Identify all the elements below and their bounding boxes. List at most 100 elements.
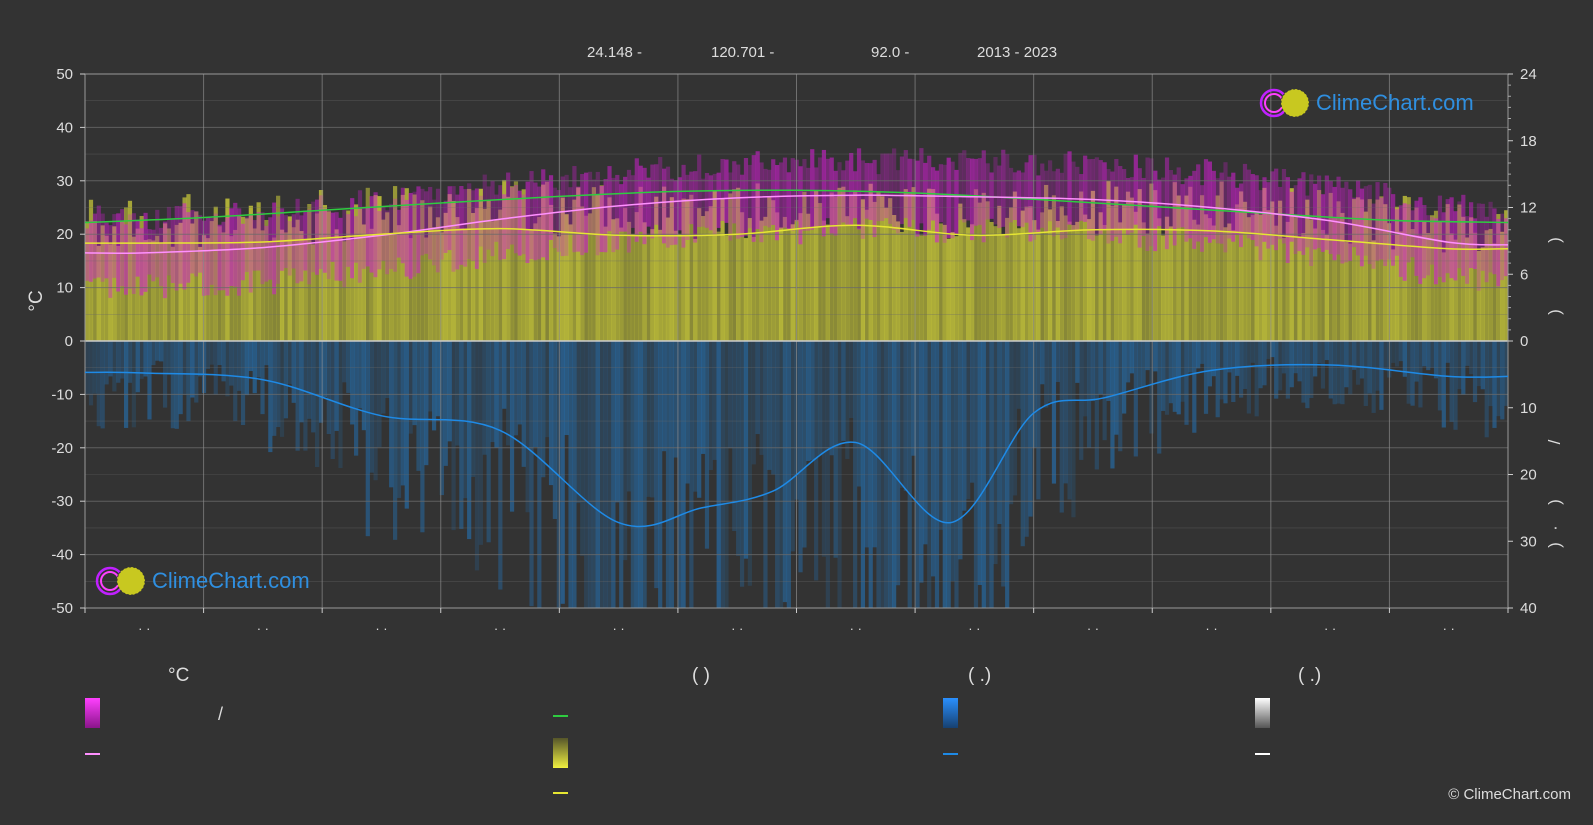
sunshine-daily-bar — [615, 218, 620, 341]
precip-daily-bar — [864, 341, 869, 548]
temp-range-daily-bar — [1067, 151, 1072, 225]
temp-range-daily-bar — [120, 209, 125, 287]
sunshine-daily-bar — [326, 211, 331, 341]
sunshine-daily-bar — [252, 228, 257, 341]
precip-daily-bar — [962, 341, 967, 511]
temp-range-daily-bar — [1340, 187, 1345, 264]
temp-range-daily-bar — [806, 167, 811, 231]
sunshine-daily-bar — [1071, 225, 1076, 341]
sunshine-daily-bar — [291, 227, 296, 341]
temp-range-daily-bar — [669, 178, 674, 246]
precip-daily-bar — [895, 341, 901, 586]
precip-daily-bar — [1274, 341, 1279, 399]
temp-range-daily-bar — [357, 190, 363, 283]
sunshine-daily-bar — [521, 189, 526, 341]
precip-daily-bar — [1336, 341, 1341, 404]
temp-range-daily-bar — [938, 164, 943, 223]
precip-daily-bar — [1504, 341, 1509, 406]
sunshine-daily-bar — [248, 205, 253, 341]
sunshine-daily-bar — [642, 222, 647, 341]
temp-range-daily-bar — [661, 168, 667, 244]
sunshine-daily-bar — [724, 235, 729, 341]
temp-range-daily-bar — [283, 215, 289, 269]
precip-daily-bar — [1200, 341, 1205, 364]
precip-daily-bar — [509, 341, 515, 512]
temp-range-daily-bar — [311, 201, 316, 273]
sunshine-daily-bar — [1075, 221, 1080, 341]
sunshine-daily-bar — [1110, 205, 1115, 341]
temp-range-daily-bar — [1348, 189, 1353, 261]
temp-range-daily-bar — [1106, 169, 1111, 244]
sunshine-daily-bar — [880, 196, 885, 341]
sunshine-daily-bar — [1422, 220, 1427, 341]
temp-range-daily-bar — [942, 164, 947, 243]
sunshine-daily-bar — [1133, 211, 1138, 341]
precip-daily-bar — [272, 341, 277, 436]
precip-daily-bar — [513, 341, 519, 436]
precip-daily-bar — [1238, 341, 1244, 398]
precip-daily-bar — [993, 341, 998, 565]
temp-range-daily-bar — [1500, 213, 1505, 281]
left-axis-tick-label: 40 — [56, 119, 73, 136]
temp-range-daily-bar — [1344, 181, 1349, 263]
left-axis-tick-label: -20 — [51, 440, 73, 457]
precip-daily-bar — [237, 341, 242, 391]
sunshine-daily-bar — [170, 246, 175, 341]
temp-range-daily-bar — [728, 172, 733, 241]
precip-daily-bar — [938, 341, 943, 530]
precip-daily-bar — [135, 341, 140, 393]
temp-range-daily-bar — [1231, 172, 1236, 242]
sunshine-daily-bar — [1157, 218, 1162, 341]
sunshine-daily-bar — [1184, 195, 1189, 341]
precip-daily-bar — [1141, 341, 1146, 387]
temp-range-daily-bar — [1457, 201, 1462, 269]
precip-daily-bar — [856, 341, 862, 487]
precip-daily-bar — [661, 341, 667, 452]
sunshine-daily-bar — [1359, 199, 1365, 341]
temp-range-daily-bar — [88, 220, 94, 282]
sunshine-daily-bar — [1172, 182, 1177, 341]
sunshine-daily-bar — [778, 227, 784, 341]
temp-range-daily-bar — [1472, 218, 1478, 270]
precip-daily-bar — [1184, 341, 1189, 425]
x-axis-month-label: · · — [850, 621, 862, 636]
precip-daily-bar — [357, 341, 363, 409]
temp-range-daily-bar — [1476, 203, 1482, 291]
temp-range-daily-bar — [615, 174, 620, 250]
sunshine-daily-bar — [361, 224, 367, 341]
sunshine-daily-bar — [572, 199, 577, 341]
avg-temp-line — [84, 194, 1509, 255]
precip-daily-bar — [330, 341, 335, 459]
temp-range-daily-bar — [513, 184, 519, 254]
sunshine-daily-bar — [1055, 221, 1060, 341]
precip-daily-bar — [977, 341, 982, 585]
precip-daily-bar — [408, 341, 413, 434]
temp-range-daily-bar — [1137, 168, 1142, 248]
x-axis-month-label: · · — [612, 621, 624, 636]
sunshine-daily-bar — [837, 187, 842, 341]
sunshine-daily-bar — [1465, 237, 1470, 341]
sunshine-daily-bar — [1223, 227, 1228, 341]
temp-range-daily-bar — [587, 171, 593, 234]
sunshine-daily-bar — [1371, 240, 1376, 341]
precip-daily-bar — [151, 341, 156, 366]
sunshine-daily-bar — [973, 189, 979, 341]
precip-daily-bar — [451, 341, 456, 531]
sunshine-daily-bar — [205, 238, 211, 341]
sunshine-daily-bar — [892, 215, 897, 341]
left-axis-tick-label: 20 — [56, 226, 73, 243]
header-elevation: 92.0 - — [871, 44, 910, 61]
temp-range-daily-bar — [658, 157, 663, 238]
temp-range-daily-bar — [712, 173, 717, 236]
temp-range-daily-bar — [689, 171, 694, 225]
temp-range-daily-bar — [1246, 169, 1251, 239]
precip-daily-bar — [732, 341, 737, 532]
sunshine-daily-bar — [116, 246, 121, 341]
left-axis-tick-label: -10 — [51, 386, 73, 403]
sunshine-daily-bar — [1437, 221, 1443, 341]
sunshine-daily-bar — [856, 228, 862, 341]
precip-daily-bar — [1500, 341, 1505, 420]
precip-daily-bar — [435, 341, 441, 417]
sunshine-daily-bar — [221, 232, 226, 341]
sunshine-daily-bar — [537, 217, 542, 341]
